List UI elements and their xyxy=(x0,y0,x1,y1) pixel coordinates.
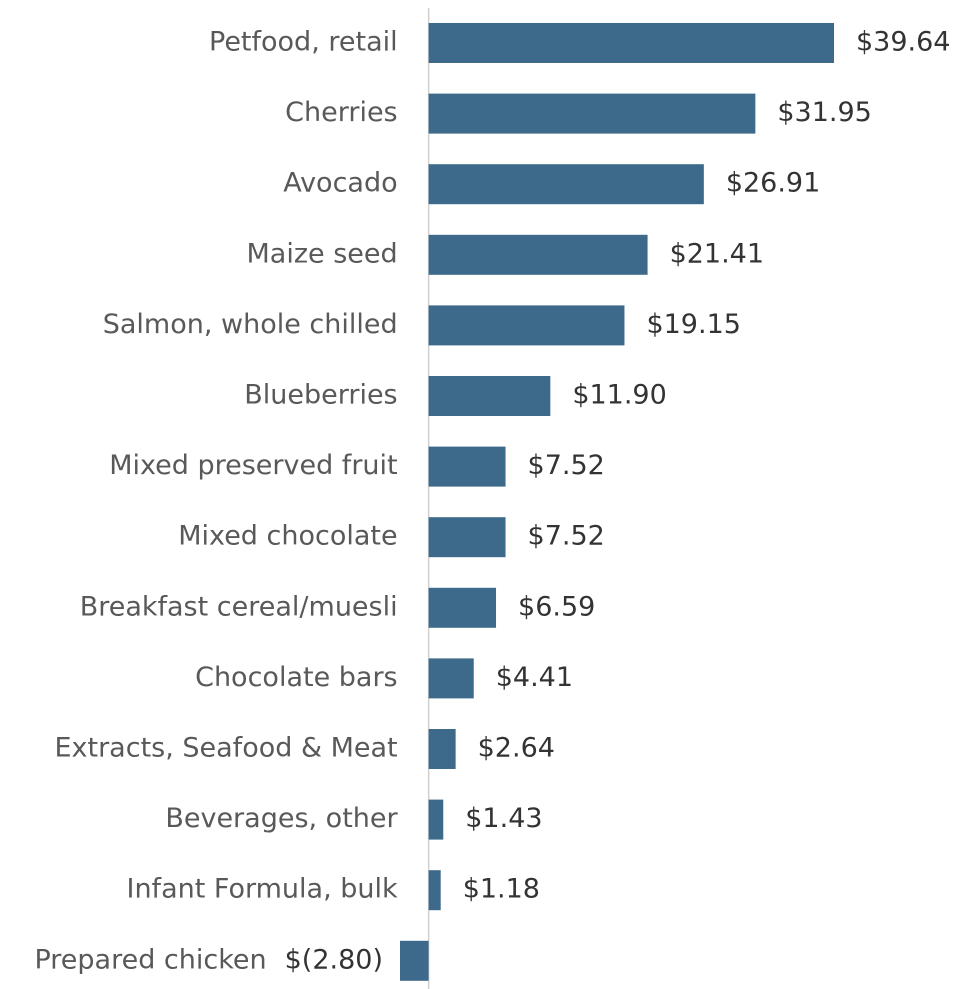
category-label: Mixed preserved fruit xyxy=(109,450,397,481)
bar xyxy=(428,658,474,699)
value-label: $(2.80) xyxy=(285,944,383,975)
bar xyxy=(428,234,648,275)
value-label: $26.91 xyxy=(726,168,820,199)
bar xyxy=(428,93,756,134)
value-label: $6.59 xyxy=(518,591,595,622)
value-label: $31.95 xyxy=(777,97,871,128)
bar xyxy=(428,446,506,487)
bar xyxy=(428,164,704,205)
bar xyxy=(428,799,444,840)
bar xyxy=(428,587,497,628)
category-label: Cherries xyxy=(285,97,397,128)
value-label: $1.43 xyxy=(465,803,542,834)
value-label: $7.52 xyxy=(528,450,605,481)
value-label: $19.15 xyxy=(646,309,740,340)
category-label: Blueberries xyxy=(244,380,397,411)
value-label: $4.41 xyxy=(496,662,573,693)
bar xyxy=(428,729,456,769)
category-label: Salmon, whole chilled xyxy=(103,309,398,340)
category-label: Beverages, other xyxy=(165,803,398,834)
category-label: Extracts, Seafood & Meat xyxy=(54,733,397,764)
bar xyxy=(400,940,429,981)
category-label: Petfood, retail xyxy=(209,27,398,58)
category-label: Maize seed xyxy=(246,238,397,269)
category-label: Prepared chicken xyxy=(34,944,266,975)
value-label: $2.64 xyxy=(478,733,555,764)
bar xyxy=(428,305,625,346)
category-label: Chocolate bars xyxy=(195,662,398,693)
category-label: Breakfast cereal/muesli xyxy=(80,591,398,622)
category-label: Avocado xyxy=(283,168,397,199)
category-label: Infant Formula, bulk xyxy=(126,874,397,905)
value-label: $39.64 xyxy=(856,27,950,58)
bar xyxy=(428,23,834,63)
value-label: $21.41 xyxy=(670,238,764,269)
value-label: $7.52 xyxy=(528,521,605,552)
bar xyxy=(428,376,551,416)
category-label: Mixed chocolate xyxy=(178,521,397,552)
bar xyxy=(428,517,506,558)
value-label: $1.18 xyxy=(463,874,540,905)
value-label: $11.90 xyxy=(572,380,666,411)
bar xyxy=(428,870,441,911)
